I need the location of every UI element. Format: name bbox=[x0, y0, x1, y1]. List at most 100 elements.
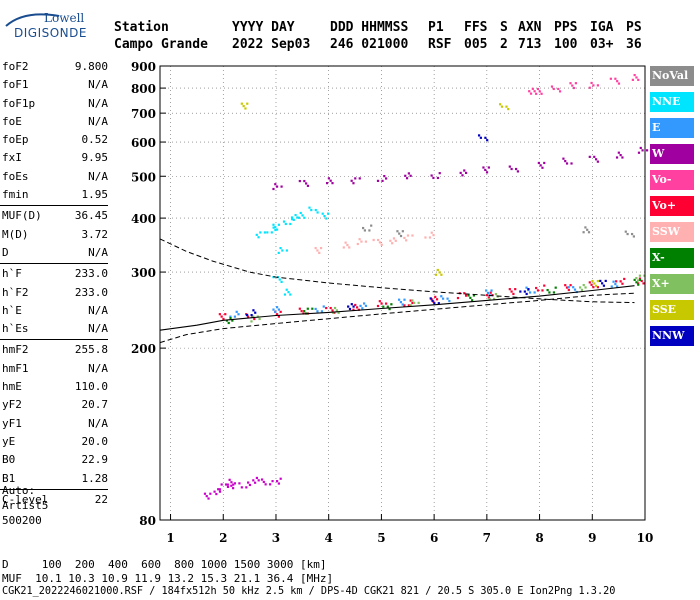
point-es bbox=[207, 497, 210, 500]
param-divider bbox=[0, 488, 108, 490]
auto-artist: Artist5 bbox=[2, 499, 49, 512]
point-vo- bbox=[378, 300, 381, 303]
point-vo- bbox=[592, 286, 595, 289]
point-w bbox=[461, 174, 464, 177]
point-vo- bbox=[222, 317, 225, 321]
x-tick-label: 3 bbox=[272, 531, 280, 545]
point-x- bbox=[337, 311, 340, 314]
point-e bbox=[572, 286, 575, 289]
point-nnw bbox=[352, 305, 355, 308]
header-label-6: AXN bbox=[518, 20, 542, 35]
point-nnw bbox=[479, 136, 482, 139]
point-w bbox=[376, 179, 380, 182]
point-ssw bbox=[348, 246, 351, 249]
y-tick-label: 800 bbox=[131, 82, 156, 96]
point-es bbox=[218, 488, 221, 491]
point-vo- bbox=[574, 82, 577, 85]
point-x- bbox=[494, 293, 498, 296]
point-vo- bbox=[407, 304, 410, 307]
header-value-7: 100 bbox=[554, 37, 578, 52]
point-w bbox=[463, 169, 466, 172]
header-value-3: RSF bbox=[428, 37, 452, 52]
point-sse bbox=[500, 105, 504, 108]
point-w bbox=[562, 157, 565, 160]
point-sse bbox=[507, 107, 510, 111]
point-ssw bbox=[405, 239, 408, 242]
point-x- bbox=[633, 278, 636, 281]
point-noval bbox=[584, 226, 587, 229]
header-value-6: 713 bbox=[518, 37, 542, 52]
point-vo- bbox=[572, 86, 576, 90]
point-sse bbox=[242, 104, 245, 108]
point-x- bbox=[227, 321, 230, 325]
point-nne bbox=[279, 246, 282, 250]
point-vo- bbox=[616, 80, 619, 83]
point-vo- bbox=[633, 73, 636, 77]
point-es bbox=[215, 492, 218, 496]
point-e bbox=[314, 307, 317, 311]
point-e bbox=[486, 291, 490, 295]
point-w bbox=[539, 164, 542, 167]
point-w bbox=[430, 174, 433, 177]
point-vo- bbox=[300, 310, 303, 313]
point-vo- bbox=[487, 296, 490, 299]
point-x- bbox=[229, 317, 232, 320]
point-es bbox=[264, 483, 267, 486]
point-nnw bbox=[254, 311, 257, 314]
point-x- bbox=[335, 309, 338, 312]
param-name: h`F2 bbox=[2, 285, 29, 299]
point-nne bbox=[259, 231, 262, 234]
point-nnw bbox=[347, 305, 350, 308]
point-w bbox=[564, 159, 567, 163]
param-name: yE bbox=[2, 434, 16, 448]
point-nne bbox=[282, 220, 286, 223]
param-value: 1.95 bbox=[81, 188, 109, 202]
point-noval bbox=[368, 229, 371, 232]
point-noval bbox=[582, 231, 585, 234]
point-nne bbox=[296, 216, 299, 219]
header-value-8: 03+ bbox=[590, 37, 614, 52]
point-w bbox=[537, 161, 540, 165]
point-w bbox=[508, 165, 511, 168]
point-nne bbox=[257, 236, 260, 239]
point-ssw bbox=[392, 237, 396, 240]
point-w bbox=[588, 155, 591, 158]
point-nnw bbox=[527, 288, 530, 291]
point-x- bbox=[256, 315, 259, 318]
point-vo- bbox=[631, 78, 634, 81]
point-ssw bbox=[344, 241, 347, 244]
point-x- bbox=[258, 317, 261, 321]
point-w bbox=[298, 179, 301, 183]
point-x- bbox=[643, 274, 646, 277]
param-row: fxI 9.95 bbox=[0, 149, 112, 167]
param-value: 22 bbox=[94, 492, 108, 506]
polarization-legend: NoVal NNE E W Vo- Vo+ SSW X- X+ SSE NNW bbox=[650, 66, 694, 352]
point-ssw bbox=[430, 231, 433, 234]
point-vo- bbox=[435, 298, 439, 301]
point-nnw bbox=[350, 303, 353, 306]
param-value: 0.52 bbox=[81, 133, 109, 147]
point-vo- bbox=[642, 282, 645, 285]
param-row: foF1p N/A bbox=[0, 95, 112, 113]
header-value-9: 36 bbox=[626, 37, 642, 52]
point-x- bbox=[584, 286, 587, 289]
point-w bbox=[565, 162, 569, 165]
param-value: N/A bbox=[88, 245, 108, 259]
point-e bbox=[361, 307, 364, 310]
point-noval bbox=[630, 232, 634, 236]
point-es bbox=[220, 483, 223, 486]
point-vo- bbox=[638, 277, 642, 280]
point-x- bbox=[386, 305, 389, 308]
point-nnw bbox=[601, 282, 604, 285]
point-nne bbox=[289, 293, 292, 296]
point-w bbox=[641, 149, 644, 152]
point-w bbox=[515, 167, 518, 171]
point-x- bbox=[409, 304, 412, 307]
point-x- bbox=[472, 294, 476, 297]
point-nne bbox=[314, 208, 317, 212]
point-vo- bbox=[569, 284, 572, 287]
point-vo- bbox=[411, 301, 414, 305]
point-nne bbox=[299, 211, 302, 215]
point-es bbox=[245, 486, 248, 489]
point-e bbox=[229, 315, 232, 318]
